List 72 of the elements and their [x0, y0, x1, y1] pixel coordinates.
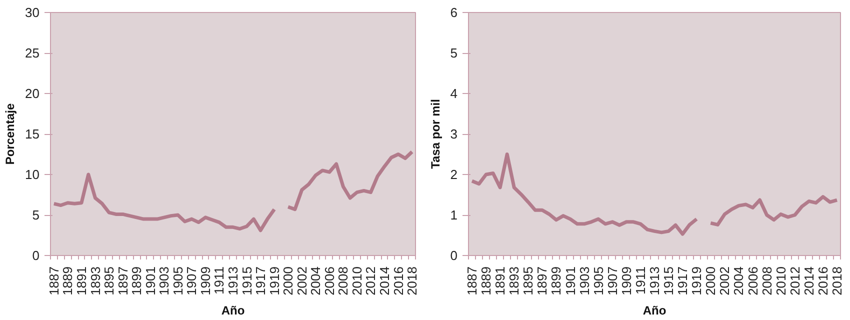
y-tick-label: 1 [450, 208, 458, 222]
x-tick-label: 2014 [377, 266, 392, 296]
x-tick-label: 2018 [404, 266, 420, 296]
x-tick-label: 2004 [308, 266, 324, 296]
x-tick-label: 1893 [88, 266, 103, 296]
x-tick-label: 2012 [787, 266, 802, 296]
y-tick-label: 30 [25, 5, 40, 20]
x-tick-label: 1903 [576, 266, 592, 296]
y-tick-label: 0 [450, 248, 458, 263]
x-tick-label: 1891 [492, 266, 508, 296]
x-tick-label: 1911 [212, 266, 227, 294]
x-tick-label: 2008 [759, 266, 774, 296]
x-tick-label: 1913 [226, 266, 240, 296]
x-axis-title: Año [221, 303, 245, 318]
x-tick-label: 2006 [745, 266, 760, 296]
x-tick-label: 1915 [239, 266, 254, 296]
x-tick-label: 1901 [562, 266, 578, 296]
x-tick-label: 1897 [115, 266, 130, 296]
x-tick-label: 1895 [520, 266, 536, 296]
x-tick-label: 2018 [829, 266, 844, 296]
x-axis-title: Año [642, 303, 666, 318]
y-tick-label: 5 [450, 46, 458, 60]
x-tick-label: 1909 [198, 266, 213, 296]
y-tick-label: 3 [450, 126, 458, 142]
y-tick-label: 4 [450, 86, 458, 101]
y-axis-title: Tasa por mil [428, 99, 442, 169]
x-tick-label: 1919 [689, 266, 704, 296]
x-tick-label: 2002 [294, 266, 310, 296]
x-tick-label: 2010 [349, 266, 364, 296]
x-tick-label: 2016 [815, 266, 830, 296]
x-tick-label: 1889 [60, 266, 76, 296]
x-tick-label: 1907 [184, 266, 200, 296]
x-tick-label: 2014 [801, 266, 816, 296]
x-tick-label: 1899 [548, 266, 564, 296]
x-tick-label: 1911 [632, 266, 648, 294]
x-tick-label: 1917 [253, 266, 268, 296]
x-tick-label: 1915 [661, 266, 676, 296]
x-tick-label: 1893 [506, 266, 522, 296]
y-tick-label: 5 [32, 208, 40, 222]
x-tick-label: 1897 [534, 266, 550, 296]
x-tick-label: 2006 [322, 266, 337, 296]
x-tick-label: 2002 [717, 266, 732, 296]
x-tick-label: 1891 [74, 266, 89, 296]
x-tick-label: 2000 [703, 266, 718, 296]
y-tick-label: 10 [25, 167, 40, 182]
x-tick-label: 1907 [604, 266, 620, 296]
y-tick-label: 2 [450, 167, 458, 182]
y-axis-title: Porcentaje [3, 102, 18, 165]
y-tick-label: 20 [25, 86, 40, 101]
x-tick-label: 2016 [390, 266, 406, 296]
x-tick-label: 2008 [336, 266, 351, 296]
x-tick-label: 1889 [478, 266, 494, 296]
x-tick-label: 2000 [280, 266, 296, 296]
y-tick-label: 15 [25, 126, 40, 142]
x-tick-label: 1887 [464, 266, 480, 296]
x-tick-label: 1901 [142, 266, 158, 296]
x-tick-label: 1887 [46, 266, 62, 296]
x-tick-label: 1919 [266, 266, 282, 296]
x-tick-label: 1909 [618, 266, 634, 296]
x-tick-label: 1905 [170, 266, 186, 296]
x-tick-label: 1913 [647, 266, 662, 296]
x-tick-label: 2010 [773, 266, 788, 296]
x-tick-label: 1895 [102, 266, 117, 296]
x-tick-label: 1899 [129, 266, 144, 296]
y-tick-label: 0 [32, 248, 40, 263]
y-tick-label: 6 [450, 5, 458, 20]
x-tick-label: 1903 [156, 266, 172, 296]
x-tick-label: 2012 [363, 266, 378, 296]
y-tick-label: 25 [25, 46, 40, 60]
x-tick-label: 2004 [731, 266, 746, 296]
x-tick-label: 1917 [675, 266, 690, 296]
x-tick-label: 1905 [590, 266, 606, 296]
